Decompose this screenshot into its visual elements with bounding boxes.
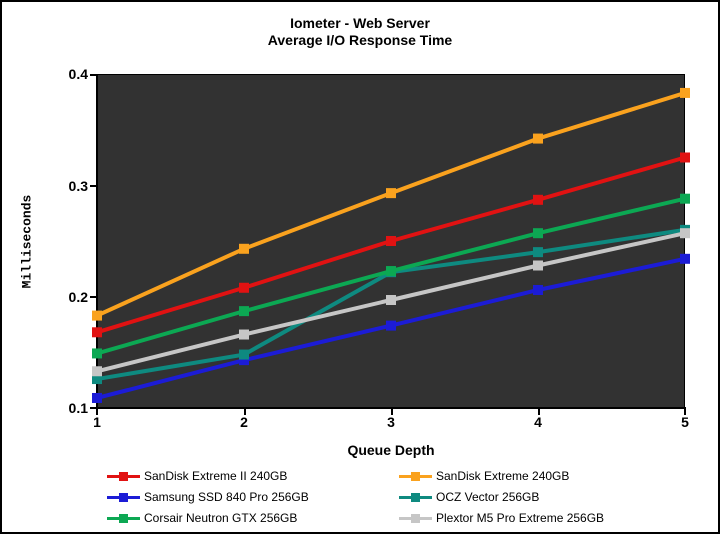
data-point-marker [239,329,249,340]
legend-label: SanDisk Extreme II 240GB [144,469,288,483]
x-axis-title: Queue Depth [347,442,435,458]
legend-label: Corsair Neutron GTX 256GB [144,511,298,525]
y-tick-label: 0.1 [68,400,88,416]
square-marker-icon [411,513,420,523]
data-point-marker [533,260,543,271]
legend-label: Plextor M5 Pro Extreme 256GB [436,511,605,525]
data-point-marker [533,133,543,144]
square-marker-icon [411,492,420,502]
y-tick-label: 0.2 [68,289,88,305]
legend-marker [399,512,432,525]
data-point-marker [680,152,690,163]
legend-item-sandisk-extreme-ii: SanDisk Extreme II 240GB [107,468,399,484]
data-point-marker [239,243,249,254]
square-marker-icon [119,492,128,502]
data-point-marker [239,282,249,293]
data-point-marker [92,348,102,359]
data-point-marker [533,228,543,239]
data-point-marker [680,87,690,98]
chart-title: Iometer - Web Server [290,15,430,31]
legend: SanDisk Extreme II 240GB SanDisk Extreme… [107,468,647,526]
data-point-marker [386,295,396,306]
legend-marker [107,491,140,504]
data-point-marker [680,228,690,239]
data-point-marker [239,349,249,360]
data-point-marker [239,306,249,317]
legend-item-sandisk-extreme: SanDisk Extreme 240GB [399,468,647,484]
series-plot [92,87,690,403]
legend-item-samsung-840-pro: Samsung SSD 840 Pro 256GB [107,489,399,505]
y-tick-label: 0.3 [68,178,88,194]
legend-label: SanDisk Extreme 240GB [436,469,570,483]
series-line [96,91,686,318]
data-point-marker [533,194,543,205]
legend-marker [107,512,140,525]
data-point-marker [92,310,102,321]
x-tick-label: 5 [681,414,689,430]
legend-item-ocz-vector: OCZ Vector 256GB [399,489,647,505]
data-point-marker [533,247,543,258]
x-tick [684,409,686,415]
data-point-marker [92,366,102,377]
x-axis-line [96,407,686,409]
x-tick [391,409,393,415]
data-point-marker [92,392,102,403]
y-tick-label: 0.4 [68,66,88,82]
legend-item-corsair-neutron-gtx: Corsair Neutron GTX 256GB [107,510,399,526]
data-point-marker [386,320,396,331]
y-tick [90,185,96,187]
legend-label: Samsung SSD 840 Pro 256GB [144,490,309,504]
data-point-marker [533,284,543,295]
legend-marker [107,470,140,483]
x-tick [538,409,540,415]
x-tick-label: 4 [534,414,542,430]
data-point-marker [92,327,102,338]
data-point-marker [680,253,690,264]
data-point-marker [92,374,102,385]
x-tick-label: 3 [387,414,395,430]
data-point-marker [386,266,396,277]
data-point-marker [386,236,396,246]
square-marker-icon [411,471,420,481]
y-axis-line [96,74,98,410]
square-marker-icon [119,471,128,481]
y-tick [90,74,96,76]
data-point-marker [239,355,249,366]
chart-subtitle: Average I/O Response Time [267,32,453,48]
y-axis-title: Milliseconds [19,194,35,288]
legend-label: OCZ Vector 256GB [436,490,540,504]
square-marker-icon [119,513,128,523]
y-tick [90,407,96,409]
x-tick-label: 2 [240,414,248,430]
x-tick [244,409,246,415]
legend-item-plextor-m5-pro: Plextor M5 Pro Extreme 256GB [399,510,647,526]
data-point-marker [680,193,690,204]
chart-title-block: Iometer - Web Server Average I/O Respons… [2,15,718,49]
legend-marker [399,470,432,483]
y-tick [90,296,96,298]
data-point-marker [386,188,396,199]
x-tick-label: 1 [93,414,101,430]
x-tick [96,409,98,415]
plot-area [90,74,690,415]
legend-marker [399,491,432,504]
